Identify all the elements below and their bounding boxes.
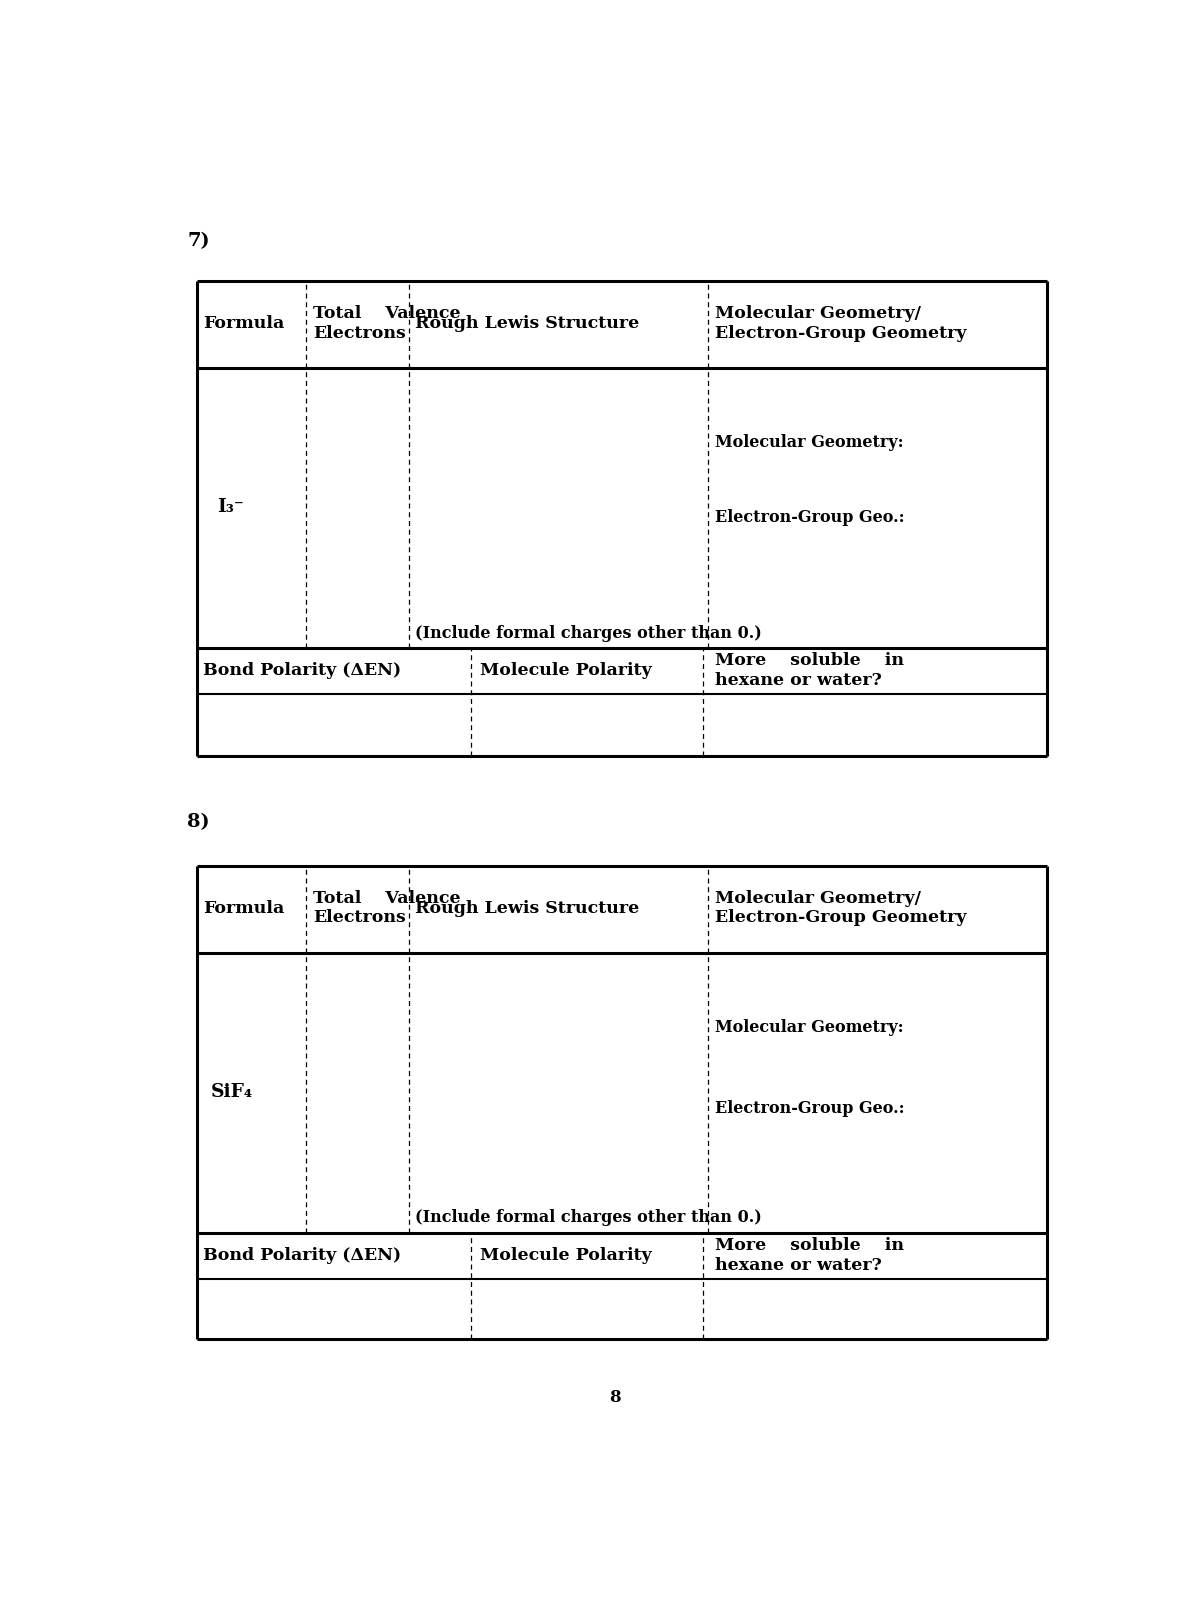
Text: Formula: Formula bbox=[203, 315, 284, 331]
Text: (Include formal charges other than 0.): (Include formal charges other than 0.) bbox=[415, 1209, 762, 1227]
Text: Molecular Geometry/
Electron-Group Geometry: Molecular Geometry/ Electron-Group Geome… bbox=[714, 890, 966, 926]
Text: Total    Valence
Electrons: Total Valence Electrons bbox=[313, 890, 461, 926]
Text: Formula: Formula bbox=[203, 900, 284, 916]
Text: Molecular Geometry/
Electron-Group Geometry: Molecular Geometry/ Electron-Group Geome… bbox=[714, 305, 966, 341]
Text: More    soluble    in
hexane or water?: More soluble in hexane or water? bbox=[714, 1236, 904, 1273]
Text: 8: 8 bbox=[610, 1388, 620, 1406]
Text: Rough Lewis Structure: Rough Lewis Structure bbox=[415, 315, 640, 331]
Text: Molecule Polarity: Molecule Polarity bbox=[480, 1248, 652, 1264]
Text: Bond Polarity (ΔEN): Bond Polarity (ΔEN) bbox=[203, 663, 401, 679]
Text: Rough Lewis Structure: Rough Lewis Structure bbox=[415, 900, 640, 916]
Text: 7): 7) bbox=[187, 233, 210, 250]
Text: Electron-Group Geo.:: Electron-Group Geo.: bbox=[714, 509, 904, 525]
Text: Electron-Group Geo.:: Electron-Group Geo.: bbox=[714, 1100, 904, 1117]
Text: SiF₄: SiF₄ bbox=[210, 1083, 252, 1102]
Text: 8): 8) bbox=[187, 813, 210, 831]
Text: I₃⁻: I₃⁻ bbox=[217, 498, 244, 517]
Text: More    soluble    in
hexane or water?: More soluble in hexane or water? bbox=[714, 653, 904, 688]
Text: Molecular Geometry:: Molecular Geometry: bbox=[714, 1020, 904, 1036]
Text: Molecular Geometry:: Molecular Geometry: bbox=[714, 435, 904, 451]
Text: Molecule Polarity: Molecule Polarity bbox=[480, 663, 652, 679]
Text: Total    Valence
Electrons: Total Valence Electrons bbox=[313, 305, 461, 341]
Text: (Include formal charges other than 0.): (Include formal charges other than 0.) bbox=[415, 625, 762, 642]
Text: Bond Polarity (ΔEN): Bond Polarity (ΔEN) bbox=[203, 1248, 401, 1264]
